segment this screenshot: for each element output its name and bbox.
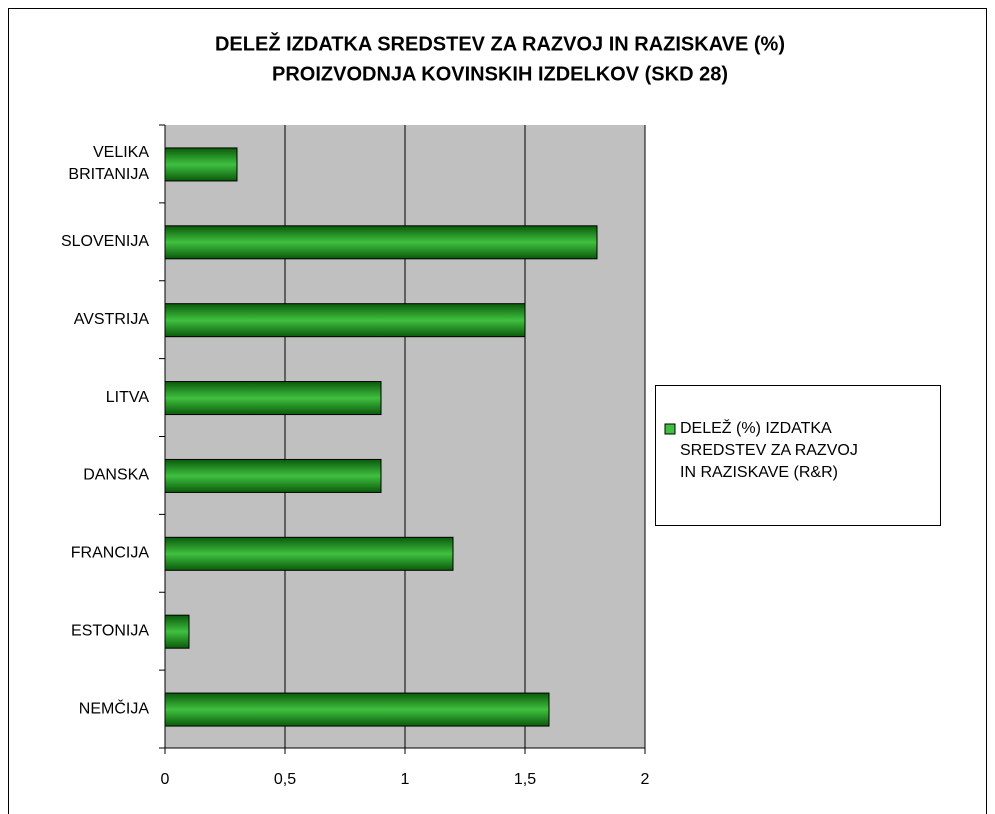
bar xyxy=(164,458,382,493)
legend-label: DELEŽ (%) IZDATKA SREDSTEV ZA RAZVOJ IN RA… xyxy=(680,418,858,481)
y-tick-label: LITVA xyxy=(106,389,150,406)
y-tick-label: SLOVENIJA xyxy=(61,233,149,250)
y-tick-label: ESTONIJA xyxy=(71,622,149,639)
bar xyxy=(164,536,454,571)
y-tick-label: AVSTRIJA xyxy=(74,311,150,328)
x-tick-label: 0,5 xyxy=(274,771,296,788)
bar xyxy=(164,225,598,260)
chart-title: DELEŽ IZDATKA SREDSTEV ZA RAZVOJ IN RAZI… xyxy=(215,31,785,55)
y-tick-label: NEMČIJA xyxy=(79,698,150,717)
legend-box xyxy=(655,385,941,526)
x-tick-label: 1,5 xyxy=(514,771,536,788)
y-tick-label: DANSKA xyxy=(83,467,149,484)
bar xyxy=(164,303,526,338)
bar xyxy=(164,614,190,649)
bar xyxy=(164,147,238,182)
x-tick-label: 2 xyxy=(641,771,650,788)
y-tick-label: FRANCIJA xyxy=(71,545,150,562)
x-tick-label: 0 xyxy=(161,771,170,788)
x-tick-label: 1 xyxy=(401,771,410,788)
bar xyxy=(164,692,550,727)
bar xyxy=(164,381,382,416)
y-tick-label: VELIKA BRITANIJA xyxy=(68,144,149,183)
legend-swatch xyxy=(664,423,676,435)
chart-subtitle: PROIZVODNJA KOVINSKIH IZDELKOV (SKD 28) xyxy=(272,63,728,85)
